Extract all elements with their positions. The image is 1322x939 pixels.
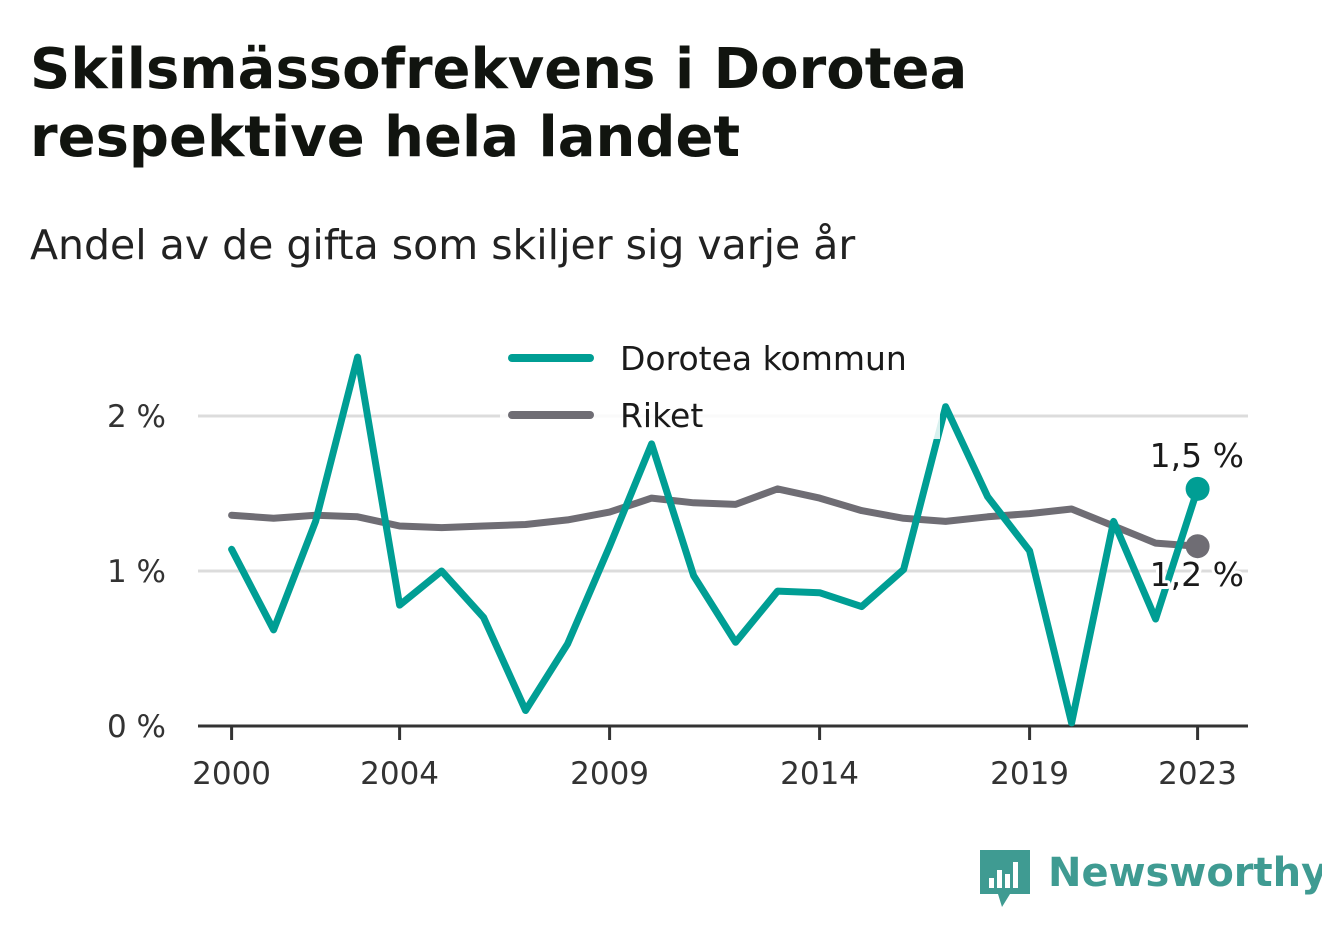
end-value-label: 1,2 %: [1150, 555, 1244, 594]
x-tick-label: 2014: [780, 756, 859, 792]
x-tick-label: 2009: [570, 756, 649, 792]
end-value-label: 1,5 %: [1150, 436, 1244, 475]
x-axis-ticks: 2000 2004 2009 2014 2019 2023: [192, 726, 1237, 792]
gridlines: [198, 414, 1248, 728]
y-axis-ticks: 0 % 1 % 2 %: [107, 399, 166, 745]
x-tick-label: 2023: [1158, 756, 1237, 792]
chart-subtitle: Andel av de gifta som skiljer sig varje …: [30, 221, 856, 269]
x-tick-label: 2004: [360, 756, 439, 792]
y-tick-label: 0 %: [107, 709, 166, 745]
x-tick-label: 2000: [192, 756, 271, 792]
chart-title: Skilsmässofrekvens i Dorotea respektive …: [30, 37, 968, 170]
end-point-marker: [1185, 534, 1210, 559]
legend-label: Riket: [620, 396, 703, 435]
legend-label: Dorotea kommun: [620, 339, 907, 378]
newsworthy-bar-chart-icon: [980, 850, 1030, 907]
legend: Dorotea kommun Riket: [500, 332, 940, 439]
end-point-marker: [1185, 476, 1210, 501]
series-line-dorotea: [228, 353, 1202, 727]
y-tick-label: 2 %: [107, 399, 166, 435]
series-line-riket: [228, 485, 1202, 550]
newsworthy-logo: Newsworthy: [980, 848, 1322, 908]
series-lines: [228, 353, 1202, 727]
brand-name: Newsworthy: [1048, 850, 1322, 896]
end-labels: 1,5 % 1,2 %: [1147, 433, 1247, 597]
x-tick-label: 2019: [990, 756, 1069, 792]
y-tick-label: 1 %: [107, 554, 166, 590]
